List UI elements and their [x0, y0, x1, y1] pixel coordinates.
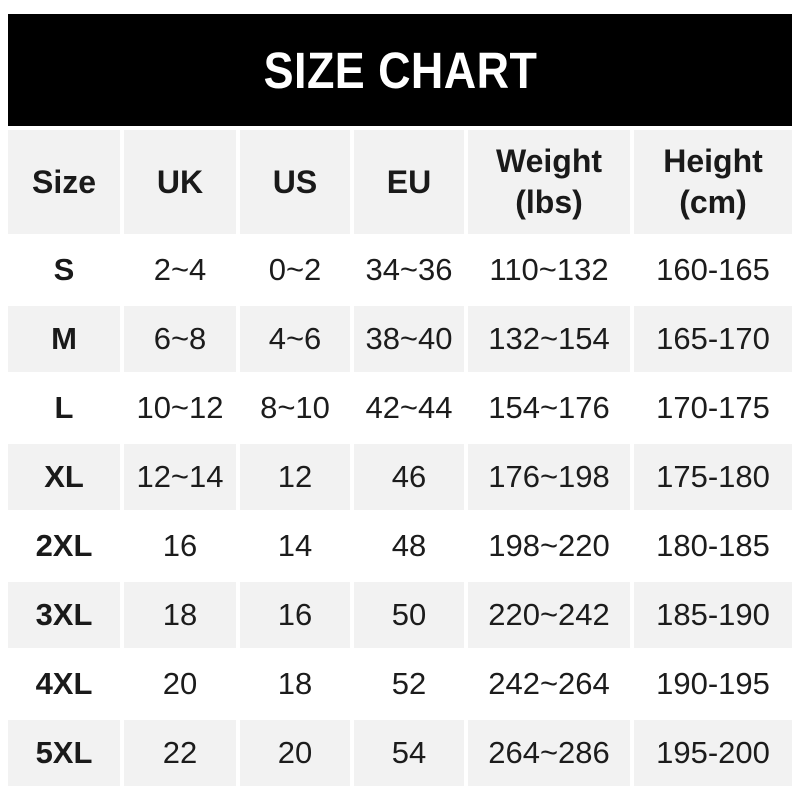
cell-us: 18 [277, 666, 313, 701]
cell-us: 20 [240, 720, 350, 786]
cell-us: 0~2 [268, 252, 322, 287]
cell-weight: 110~132 [489, 252, 609, 287]
cell-size: M [8, 306, 120, 372]
cell-uk: 22 [124, 720, 236, 786]
cell-weight: 132~154 [468, 306, 630, 372]
table-row-2xl: 2XL 16 14 48 198~220 180-185 [8, 513, 792, 579]
table-row-4xl: 4XL 20 18 52 242~264 190-195 [8, 651, 792, 717]
cell-height: 160-165 [656, 252, 770, 287]
header-height-unit: (cm) [679, 184, 747, 220]
header-cell-weight: Weight (lbs) [468, 130, 630, 234]
cell-us: 16 [240, 582, 350, 648]
cell-weight: 242~264 [488, 666, 610, 701]
cell-size: 5XL [8, 720, 120, 786]
cell-eu: 48 [391, 528, 427, 563]
cell-size: 3XL [8, 582, 120, 648]
header-cell-height: Height (cm) [634, 130, 792, 234]
cell-size: L [54, 390, 74, 425]
cell-eu: 42~44 [365, 390, 453, 425]
cell-size: S [53, 252, 75, 287]
cell-uk: 2~4 [153, 252, 207, 287]
cell-weight: 264~286 [468, 720, 630, 786]
cell-height: 170-175 [656, 390, 770, 425]
cell-weight: 198~220 [488, 528, 610, 563]
cell-us: 12 [240, 444, 350, 510]
cell-height: 180-185 [656, 528, 770, 563]
header-height-label: Height [663, 143, 763, 179]
cell-uk: 18 [124, 582, 236, 648]
header-cell-uk: UK [124, 130, 236, 234]
page-title: SIZE CHART [263, 41, 537, 99]
header-weight-label: Weight [495, 143, 603, 179]
cell-weight: 220~242 [468, 582, 630, 648]
size-chart-table: Size UK US EU Weight (lbs) Height (cm) S 2… [4, 127, 796, 789]
table-row-m: M 6~8 4~6 38~40 132~154 165-170 [8, 306, 792, 372]
cell-us: 4~6 [240, 306, 350, 372]
cell-eu: 46 [354, 444, 464, 510]
cell-eu: 38~40 [354, 306, 464, 372]
table-row-s: S 2~4 0~2 34~36 110~132 160-165 [8, 237, 792, 303]
cell-uk: 12~14 [124, 444, 236, 510]
header-cell-eu: EU [354, 130, 464, 234]
cell-uk: 20 [162, 666, 198, 701]
cell-eu: 52 [391, 666, 427, 701]
cell-size: 4XL [35, 666, 93, 701]
cell-height: 190-195 [656, 666, 770, 701]
table-row-xl: XL 12~14 12 46 176~198 175-180 [8, 444, 792, 510]
cell-height: 175-180 [634, 444, 792, 510]
table-row-l: L 10~12 8~10 42~44 154~176 170-175 [8, 375, 792, 441]
header-cell-us: US [240, 130, 350, 234]
size-chart-banner: SIZE CHART [8, 14, 792, 126]
cell-us: 14 [277, 528, 313, 563]
cell-us: 8~10 [260, 390, 330, 425]
cell-uk: 10~12 [136, 390, 224, 425]
cell-eu: 34~36 [365, 252, 453, 287]
table-header-row: Size UK US EU Weight (lbs) Height (cm) [8, 130, 792, 234]
cell-height: 165-170 [634, 306, 792, 372]
cell-size: XL [8, 444, 120, 510]
cell-height: 185-190 [634, 582, 792, 648]
cell-size: 2XL [35, 528, 93, 563]
cell-uk: 16 [162, 528, 198, 563]
cell-weight: 154~176 [488, 390, 610, 425]
cell-height: 195-200 [634, 720, 792, 786]
table-row-5xl: 5XL 22 20 54 264~286 195-200 [8, 720, 792, 786]
cell-eu: 50 [354, 582, 464, 648]
cell-eu: 54 [354, 720, 464, 786]
cell-weight: 176~198 [468, 444, 630, 510]
cell-uk: 6~8 [124, 306, 236, 372]
header-weight-unit: (lbs) [515, 184, 583, 220]
header-cell-size: Size [8, 130, 120, 234]
table-row-3xl: 3XL 18 16 50 220~242 185-190 [8, 582, 792, 648]
